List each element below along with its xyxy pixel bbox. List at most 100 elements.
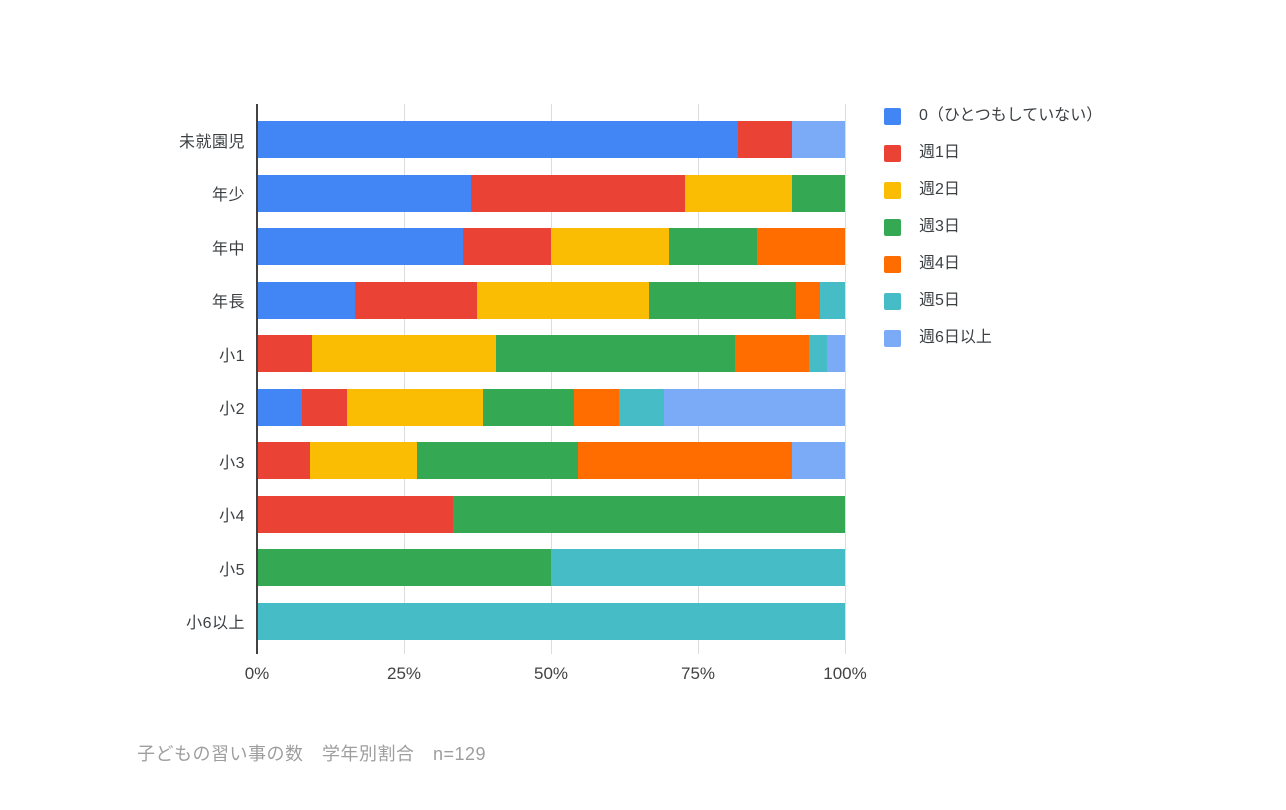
bar-segment[interactable]	[257, 602, 845, 640]
bar-segment[interactable]	[573, 388, 619, 426]
bar-track	[257, 174, 845, 212]
legend-swatch-icon	[884, 293, 901, 310]
legend-item: 週1日	[884, 143, 1146, 163]
legend-swatch-icon	[884, 108, 901, 125]
bar-segment[interactable]	[618, 388, 665, 426]
bar-segment[interactable]	[257, 281, 356, 319]
legend-label: 0（ひとつもしていない）	[919, 107, 1103, 124]
x-tick-label: 75%	[680, 664, 716, 683]
bar-segment[interactable]	[684, 174, 792, 212]
bar-segment[interactable]	[664, 388, 846, 426]
bar-segment[interactable]	[477, 281, 649, 319]
legend-swatch-icon	[884, 219, 901, 236]
bar-track	[257, 442, 845, 479]
x-tick-label: 100%	[823, 664, 867, 683]
chart-caption: 子どもの習い事の数 学年別割合 n=129	[137, 744, 487, 764]
legend: 0（ひとつもしていない） 週1日週2日週3日週4日週5日週6日以上	[884, 106, 1146, 365]
bar-segment[interactable]	[462, 228, 551, 265]
bar-segment[interactable]	[257, 174, 471, 212]
bar-segment[interactable]	[257, 549, 551, 586]
gridline	[550, 104, 552, 654]
bar-row: 小5	[137, 549, 845, 586]
gridline	[403, 104, 405, 654]
bar-segment[interactable]	[820, 281, 846, 319]
bar-segment[interactable]	[791, 442, 845, 479]
legend-item: 週6日以上	[884, 328, 1146, 348]
legend-item: 週3日	[884, 217, 1146, 237]
bar-row: 小3	[137, 442, 845, 479]
category-label: 小5	[219, 561, 245, 579]
bar-track	[257, 549, 845, 586]
bar-segment[interactable]	[257, 335, 313, 372]
bar-track	[257, 281, 846, 319]
bar-segment[interactable]	[257, 388, 303, 426]
bar-segment[interactable]	[791, 174, 845, 212]
bar-row: 年少	[137, 174, 845, 212]
axis-line	[256, 104, 258, 654]
category-label: 未就園児	[178, 133, 245, 151]
bar-track	[257, 495, 845, 533]
bar-row: 小2	[137, 388, 846, 426]
bar-segment[interactable]	[452, 495, 845, 533]
legend-item: 週4日	[884, 254, 1146, 274]
bar-row: 未就園児	[137, 121, 846, 158]
category-label: 年中	[211, 240, 245, 258]
bar-segment[interactable]	[668, 228, 757, 265]
x-tick-label: 25%	[386, 664, 422, 683]
bar-segment[interactable]	[257, 442, 311, 479]
legend-swatch-icon	[884, 182, 901, 199]
bar-segment[interactable]	[791, 121, 846, 158]
category-label: 小2	[219, 401, 245, 418]
bar-segment[interactable]	[355, 281, 478, 319]
bar-segment[interactable]	[648, 281, 796, 319]
legend-item: 週2日	[884, 180, 1146, 200]
bar-segment[interactable]	[257, 495, 453, 533]
bar-segment[interactable]	[310, 442, 418, 479]
category-label: 小3	[219, 454, 245, 472]
bar-segment[interactable]	[470, 174, 685, 212]
bar-track	[257, 228, 845, 265]
bar-segment[interactable]	[551, 228, 669, 265]
legend-swatch-icon	[884, 256, 901, 273]
bar-segment[interactable]	[496, 335, 736, 372]
bar-segment[interactable]	[347, 388, 484, 426]
bar-segment[interactable]	[756, 228, 845, 265]
bar-track	[257, 335, 846, 372]
legend-item: 0（ひとつもしていない）	[884, 106, 1146, 126]
legend-label: 週4日	[919, 255, 960, 272]
x-tick-label: 0%	[244, 664, 270, 683]
bar-segment[interactable]	[551, 549, 845, 586]
bar-row: 年中	[137, 228, 845, 265]
bar-segment[interactable]	[735, 335, 809, 372]
bar-segment[interactable]	[737, 121, 792, 158]
bar-segment[interactable]	[257, 121, 738, 158]
bar-segment[interactable]	[257, 228, 463, 265]
bar-segment[interactable]	[312, 335, 497, 372]
bar-segment[interactable]	[795, 281, 821, 319]
bar-track	[257, 121, 846, 158]
bar-segment[interactable]	[826, 335, 846, 372]
bar-row: 小6以上	[137, 602, 845, 640]
plot-area: 0% 25% 50% 75% 100% 未就園児年少年中年長小1 小2 小3 小4 小5 小6以上	[137, 104, 867, 700]
bar-segment[interactable]	[483, 388, 574, 426]
bar-segment[interactable]	[302, 388, 348, 426]
bar-track	[257, 602, 845, 640]
legend-label: 週2日	[919, 181, 960, 198]
gridline	[844, 104, 846, 654]
category-label: 年少	[211, 187, 245, 204]
gridline	[697, 104, 699, 654]
legend-label: 週1日	[919, 144, 960, 161]
category-label: 年長	[211, 294, 245, 311]
bar-row: 小4	[137, 495, 845, 533]
legend-label: 週5日	[919, 292, 960, 309]
legend-swatch-icon	[884, 145, 901, 162]
bar-segment[interactable]	[808, 335, 827, 372]
bar-row: 年長	[137, 281, 846, 319]
x-tick-label: 50%	[533, 664, 569, 683]
bar-segment[interactable]	[417, 442, 578, 479]
bar-row: 小1	[137, 335, 846, 372]
category-label: 小6以上	[186, 615, 245, 632]
category-label: 小4	[219, 508, 245, 525]
bar-segment[interactable]	[577, 442, 792, 479]
